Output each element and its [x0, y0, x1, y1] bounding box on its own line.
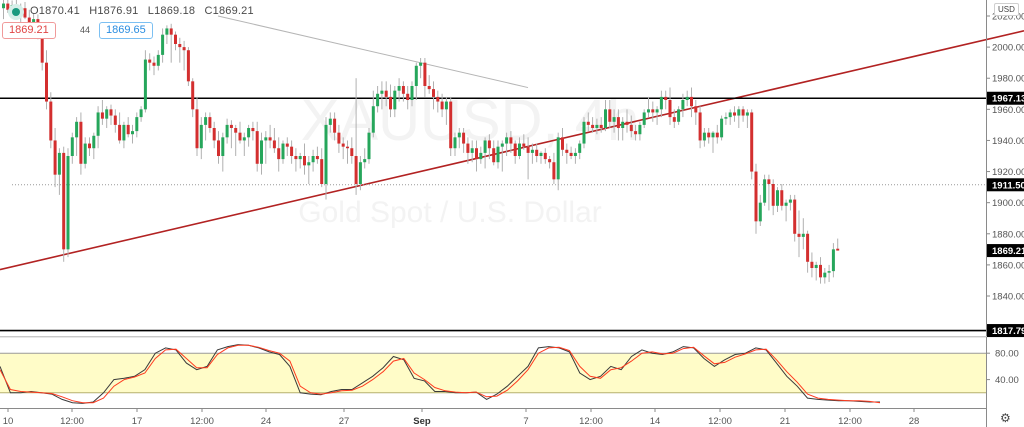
spread-value: 44 [80, 25, 91, 35]
candlestick-series [2, 0, 840, 284]
svg-text:1920.00: 1920.00 [992, 167, 1024, 178]
svg-text:1880.00: 1880.00 [992, 229, 1024, 240]
svg-text:2020.00: 2020.00 [992, 12, 1024, 23]
svg-text:28: 28 [909, 416, 920, 427]
descending-trendline-line[interactable] [217, 15, 529, 89]
svg-text:2000.00: 2000.00 [992, 43, 1024, 54]
currency-label[interactable]: USD [994, 3, 1019, 16]
svg-text:1817.79: 1817.79 [992, 326, 1024, 337]
ohlc-close: C1869.21 [204, 5, 254, 17]
svg-text:80.00: 80.00 [995, 349, 1019, 360]
svg-text:21: 21 [780, 416, 791, 427]
svg-text:1911.50: 1911.50 [992, 180, 1024, 191]
svg-text:12:00: 12:00 [708, 416, 732, 427]
market-status-icon[interactable] [8, 4, 24, 20]
svg-text:1940.00: 1940.00 [992, 136, 1024, 147]
ohlc-legend: O1870.41 H1876.91 L1869.18 C1869.21 [30, 5, 260, 17]
svg-text:1869.21: 1869.21 [992, 246, 1024, 257]
svg-text:1900.00: 1900.00 [992, 198, 1024, 209]
svg-text:1860.00: 1860.00 [992, 260, 1024, 271]
svg-text:12:00: 12:00 [60, 416, 84, 427]
svg-text:14: 14 [650, 416, 661, 427]
svg-text:1980.00: 1980.00 [992, 74, 1024, 85]
buy-button[interactable]: 1869.65 [99, 22, 153, 39]
symbol-watermark: XAUUSD, 4h Gold Spot / U.S. Dollar [298, 88, 639, 229]
svg-text:40.00: 40.00 [995, 375, 1019, 386]
svg-text:Sep: Sep [413, 416, 431, 427]
svg-text:Gold Spot / U.S. Dollar: Gold Spot / U.S. Dollar [298, 196, 601, 229]
svg-text:1840.00: 1840.00 [992, 292, 1024, 303]
rising-trendline-line[interactable] [0, 29, 1024, 271]
svg-text:24: 24 [261, 416, 272, 427]
svg-text:17: 17 [132, 416, 143, 427]
stochastic-band [0, 352, 986, 394]
ohlc-open: O1870.41 [30, 5, 80, 17]
settings-gear-icon[interactable]: ⚙ [1000, 411, 1011, 425]
ohlc-high: H1876.91 [89, 5, 139, 17]
svg-text:12:00: 12:00 [838, 416, 862, 427]
ohlc-low: L1869.18 [147, 5, 196, 17]
stochastic-oscillator [0, 344, 881, 404]
svg-text:12:00: 12:00 [190, 416, 214, 427]
svg-text:1960.00: 1960.00 [992, 105, 1024, 116]
svg-text:7: 7 [523, 416, 528, 427]
svg-text:1967.13: 1967.13 [992, 94, 1024, 105]
svg-text:10: 10 [3, 416, 14, 427]
svg-text:27: 27 [339, 416, 350, 427]
sell-button[interactable]: 1869.21 [2, 22, 56, 39]
svg-text:12:00: 12:00 [579, 416, 603, 427]
